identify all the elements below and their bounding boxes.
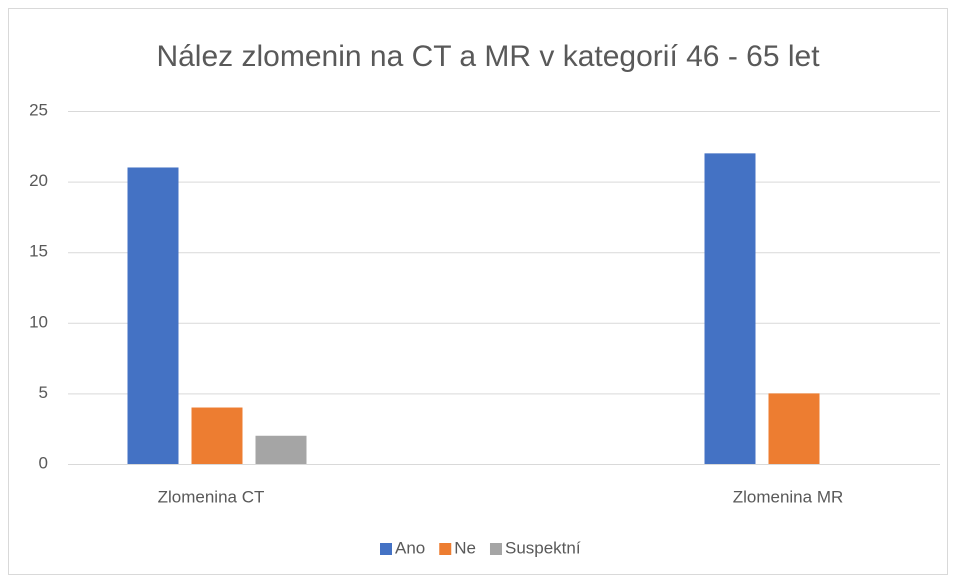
- bar: [704, 153, 756, 465]
- bar: [768, 393, 820, 464]
- y-tick-label: 5: [39, 383, 48, 402]
- y-tick-label: 25: [29, 100, 48, 119]
- y-tick-label: 15: [29, 242, 48, 261]
- y-tick-label: 20: [29, 171, 48, 190]
- legend-swatch: [380, 543, 392, 555]
- y-tick-label: 0: [39, 453, 48, 472]
- y-tick-label: 10: [29, 312, 48, 331]
- bar: [255, 435, 307, 464]
- legend-swatch: [489, 543, 502, 555]
- bar: [127, 167, 179, 465]
- legend-label: Suspektní: [505, 538, 581, 557]
- chart-title: Nález zlomenin na CT a MR v kategorií 46…: [156, 40, 820, 73]
- legend-swatch: [439, 543, 452, 555]
- legend-label: Ano: [395, 538, 425, 557]
- bar: [191, 407, 243, 464]
- x-tick-label: Zlomenina CT: [158, 487, 265, 506]
- legend-label: Ne: [454, 538, 476, 557]
- x-tick-label: Zlomenina MR: [733, 487, 844, 506]
